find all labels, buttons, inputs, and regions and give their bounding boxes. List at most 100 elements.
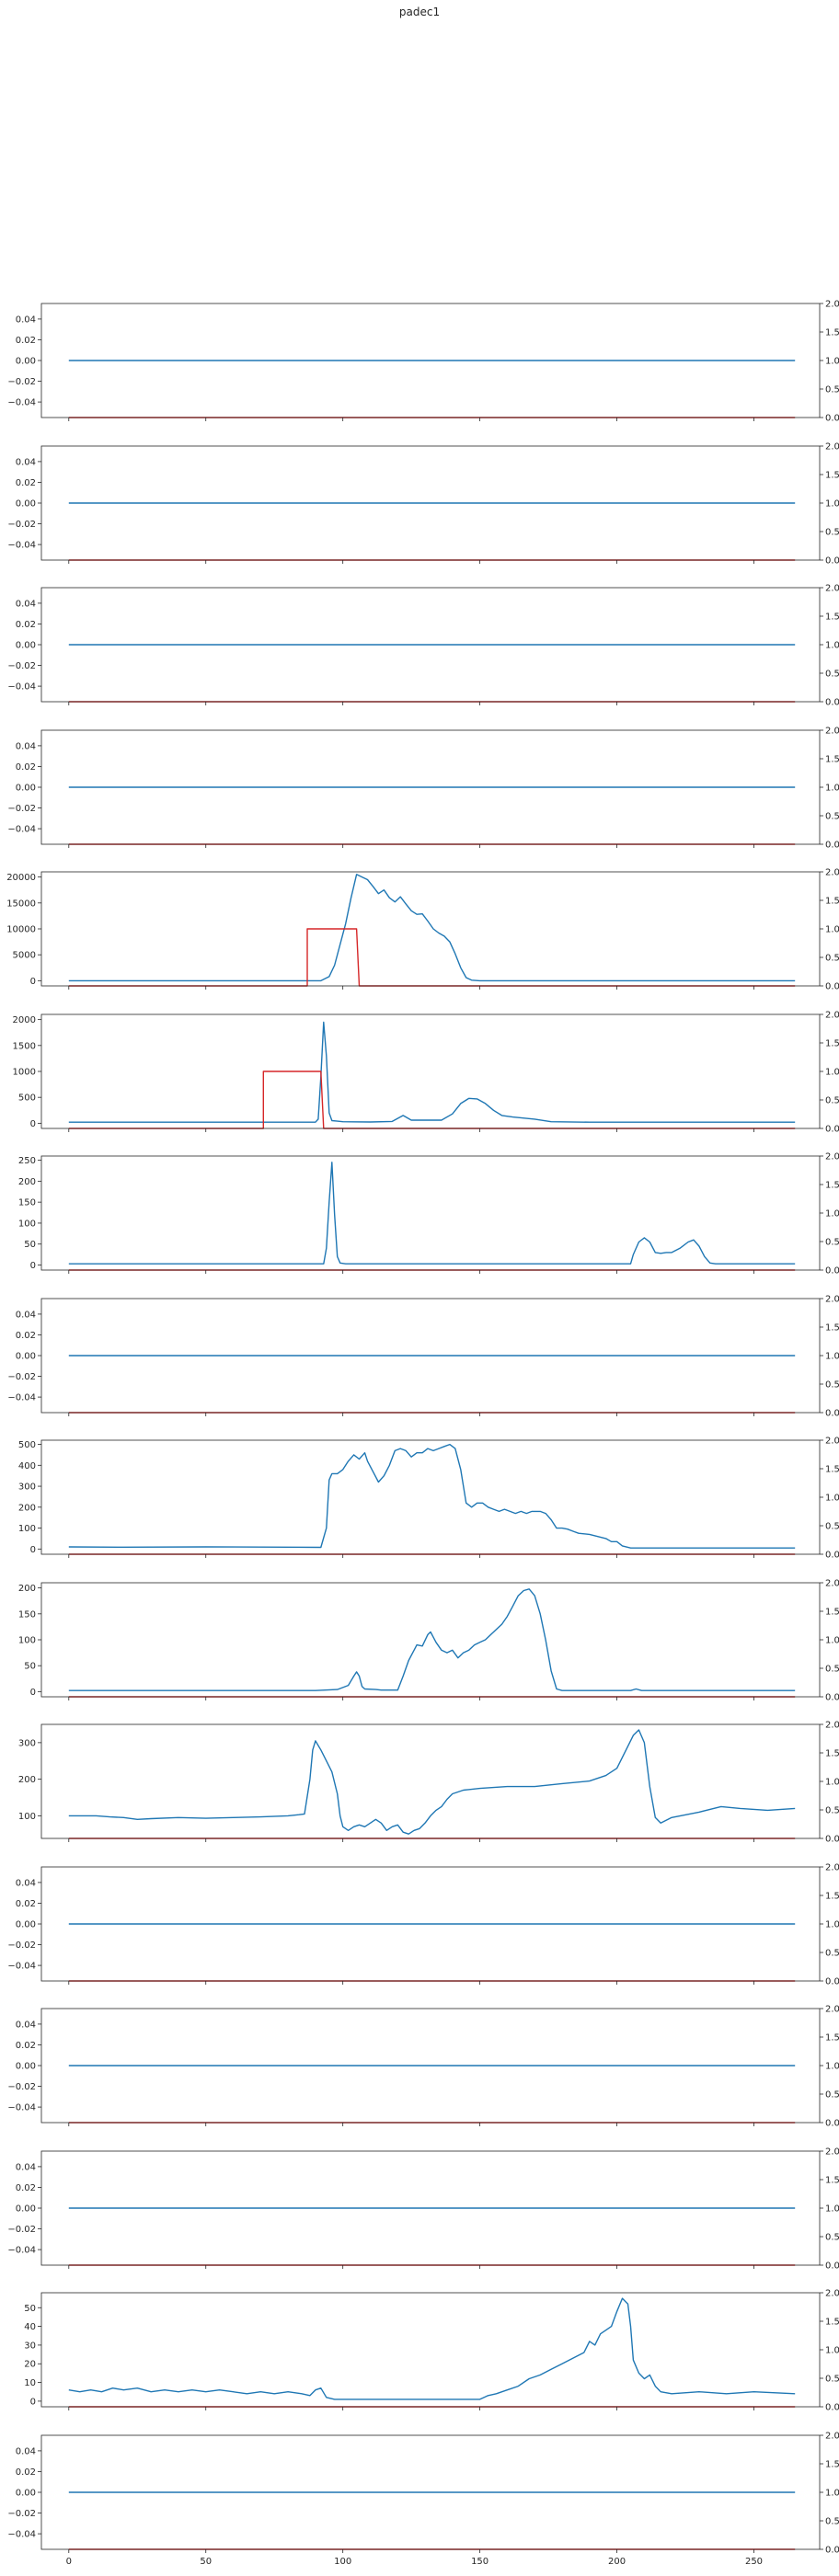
- right-y-tick-label: 1.5: [825, 471, 839, 481]
- left-y-tick-label: 0.04: [16, 315, 36, 325]
- left-y-tick-label: 0.04: [16, 457, 36, 467]
- left-y-tick-label: −0.04: [7, 2246, 36, 2256]
- left-y-tick-label: 30: [24, 2341, 36, 2351]
- left-y-tick-label: 50: [24, 2304, 36, 2314]
- right-y-tick-label: 1.5: [825, 1039, 839, 1049]
- right-y-tick-label: 0.5: [825, 2375, 839, 2385]
- right-y-tick-label: 1.5: [825, 2176, 839, 2186]
- left-y-tick-label: −0.02: [7, 1372, 36, 1382]
- left-y-tick-label: 0: [30, 1545, 36, 1555]
- left-y-tick-label: −0.04: [7, 1393, 36, 1403]
- left-y-tick-label: 250: [18, 1156, 36, 1166]
- subplot-6: 0 500 1000 1500 2000 0.0 0.5 1.0 1.5 2.0: [13, 1011, 839, 1135]
- left-y-tick-label: 0.00: [16, 2062, 36, 2072]
- left-y-tick-label: −0.02: [7, 377, 36, 387]
- right-y-tick-label: 1.0: [825, 925, 839, 935]
- right-y-tick-label: 1.5: [825, 1892, 839, 1902]
- right-y-tick-label: 0.0: [825, 2261, 839, 2272]
- right-y-tick-label: 2.0: [825, 1152, 839, 1162]
- left-y-tick-label: 10000: [6, 925, 36, 935]
- left-y-tick-label: 0.04: [16, 2020, 36, 2030]
- right-y-tick-label: 1.0: [825, 2346, 839, 2356]
- subplot-7: 0 50 100 150 200 250 0.0 0.5 1.0 1.5 2.0: [18, 1152, 839, 1277]
- left-y-tick-label: 400: [18, 1461, 36, 1471]
- right-y-tick-label: 0.0: [825, 1266, 839, 1277]
- right-y-tick-label: 1.0: [825, 1636, 839, 1646]
- left-y-tick-label: 150: [18, 1198, 36, 1208]
- right-y-tick-label: 0.5: [825, 385, 839, 395]
- left-y-tick-label: 1000: [13, 1068, 36, 1078]
- axes-frame: [40, 1723, 821, 1839]
- left-y-tick-label: −0.02: [7, 2225, 36, 2235]
- left-y-tick-label: 0.02: [16, 2041, 36, 2051]
- left-y-tick-label: 0.02: [16, 2467, 36, 2478]
- right-y-tick-label: 0.5: [825, 1665, 839, 1675]
- right-y-tick-label: 1.0: [825, 2489, 839, 2499]
- right-y-tick-label: 2.0: [825, 1437, 839, 1447]
- right-y-tick-label: 1.5: [825, 897, 839, 907]
- left-y-tick-label: 100: [18, 1812, 36, 1822]
- left-series-line: [68, 2297, 796, 2400]
- left-y-tick-label: 100: [18, 1219, 36, 1229]
- left-y-tick-label: 0.00: [16, 2204, 36, 2215]
- right-y-tick-label: 0.5: [825, 2517, 839, 2527]
- left-y-tick-label: −0.04: [7, 682, 36, 693]
- right-y-tick-label: 1.5: [825, 1323, 839, 1334]
- right-y-tick-label: 0.5: [825, 1949, 839, 1959]
- left-y-tick-label: 300: [18, 1738, 36, 1748]
- right-y-tick-label: 1.5: [825, 2460, 839, 2470]
- right-y-tick-label: 0.0: [825, 556, 839, 567]
- left-series-line: [68, 1729, 796, 1835]
- left-y-tick-label: 2000: [13, 1015, 36, 1025]
- right-y-tick-label: 1.0: [825, 1494, 839, 1504]
- right-y-tick-label: 0.5: [825, 1096, 839, 1106]
- right-y-tick-label: 2.0: [825, 1721, 839, 1731]
- left-y-tick-label: 0.02: [16, 1331, 36, 1341]
- x-tick-label: 150: [471, 2557, 488, 2567]
- left-y-tick-label: 0.00: [16, 1920, 36, 1930]
- left-y-tick-label: 200: [18, 1775, 36, 1785]
- left-series-line: [68, 874, 796, 982]
- right-y-tick-label: 0.5: [825, 1522, 839, 1532]
- x-tick-label: 100: [334, 2557, 351, 2567]
- right-y-tick-label: 0.0: [825, 1125, 839, 1135]
- right-y-tick-label: 1.5: [825, 2033, 839, 2044]
- left-y-tick-label: 0.04: [16, 2162, 36, 2172]
- subplot-2: −0.04 −0.02 0.00 0.02 0.04 0.0 0.5 1.0 1.5 2.0: [7, 442, 839, 567]
- left-y-tick-label: 40: [24, 2322, 36, 2332]
- left-y-tick-label: −0.04: [7, 825, 36, 835]
- figure-title: padec1: [399, 6, 440, 18]
- right-y-tick-label: 1.5: [825, 1181, 839, 1191]
- left-y-tick-label: 0: [30, 1119, 36, 1129]
- subplot-1: −0.04 −0.02 0.00 0.02 0.04 0.0 0.5 1.0 1.5 2.0: [7, 300, 839, 424]
- left-y-tick-label: −0.02: [7, 2082, 36, 2092]
- right-y-tick-label: 0.0: [825, 1409, 839, 1419]
- right-y-tick-label: 1.0: [825, 499, 839, 509]
- right-y-tick-label: 0.0: [825, 698, 839, 708]
- left-series-line: [68, 1443, 796, 1549]
- left-y-tick-label: 200: [18, 1177, 36, 1187]
- left-y-tick-label: 0.02: [16, 478, 36, 488]
- right-y-tick-label: 2.0: [825, 2005, 839, 2015]
- axes-frame: [40, 1013, 821, 1129]
- left-y-tick-label: 0.04: [16, 1878, 36, 1888]
- left-y-tick-label: 150: [18, 1609, 36, 1620]
- x-tick-label: 250: [745, 2557, 763, 2567]
- right-y-tick-label: 1.0: [825, 1920, 839, 1930]
- right-y-tick-label: 1.5: [825, 2318, 839, 2328]
- right-y-tick-label: 1.5: [825, 613, 839, 623]
- axes-frame: [40, 871, 821, 987]
- right-y-tick-label: 2.0: [825, 2147, 839, 2158]
- subplot-4: −0.04 −0.02 0.00 0.02 0.04 0.0 0.5 1.0 1.5 2.0: [7, 727, 839, 851]
- right-y-tick-label: 2.0: [825, 1295, 839, 1305]
- right-y-tick-label: 2.0: [825, 584, 839, 594]
- right-y-tick-label: 0.0: [825, 1551, 839, 1561]
- right-y-tick-label: 0.5: [825, 954, 839, 964]
- left-series-line: [68, 1588, 796, 1691]
- subplot-9: 0 100 200 300 400 500 0.0 0.5 1.0 1.5 2.0: [18, 1437, 839, 1561]
- right-y-tick-label: 2.0: [825, 1579, 839, 1589]
- right-y-tick-label: 0.5: [825, 812, 839, 822]
- left-y-tick-label: 100: [18, 1524, 36, 1534]
- right-y-tick-label: 0.0: [825, 1977, 839, 1987]
